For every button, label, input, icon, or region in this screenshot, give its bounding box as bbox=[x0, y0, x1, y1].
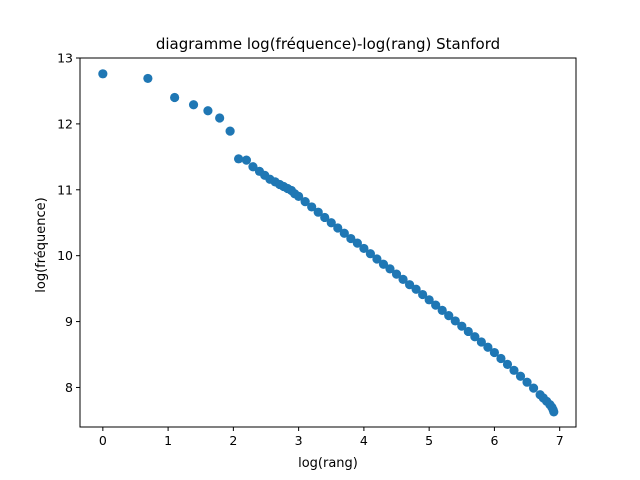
x-tick-label: 2 bbox=[229, 433, 237, 448]
y-tick-label: 12 bbox=[57, 116, 73, 131]
data-point bbox=[98, 69, 108, 79]
data-point bbox=[463, 326, 473, 337]
data-point bbox=[326, 218, 336, 228]
y-axis: 8 9 10 11 12 13 bbox=[57, 51, 80, 395]
data-point bbox=[457, 321, 467, 331]
data-point bbox=[365, 249, 376, 259]
data-point bbox=[549, 407, 559, 417]
data-point bbox=[313, 207, 323, 217]
x-axis: 0 1 2 3 4 5 6 7 bbox=[99, 427, 564, 448]
data-point bbox=[241, 155, 252, 165]
x-axis-label: log(rang) bbox=[298, 456, 358, 471]
data-point bbox=[300, 197, 310, 207]
plot-frame bbox=[79, 57, 577, 428]
data-point bbox=[378, 259, 389, 269]
x-tick-label: 7 bbox=[556, 433, 564, 448]
data-point bbox=[294, 191, 304, 201]
data-point bbox=[528, 383, 539, 393]
data-point bbox=[496, 353, 506, 364]
x-tick-label: 6 bbox=[490, 433, 498, 448]
data-point bbox=[418, 289, 428, 300]
data-point bbox=[339, 228, 349, 238]
data-point bbox=[411, 284, 421, 294]
data-point bbox=[143, 73, 153, 84]
data-point bbox=[391, 269, 402, 279]
data-point bbox=[515, 371, 526, 381]
x-tick-label: 1 bbox=[164, 433, 172, 448]
data-point bbox=[215, 113, 225, 123]
data-point bbox=[450, 316, 460, 326]
x-tick-label: 3 bbox=[295, 433, 303, 448]
data-point bbox=[307, 202, 317, 212]
data-point bbox=[489, 347, 500, 358]
data-point bbox=[509, 365, 519, 375]
data-point bbox=[398, 274, 408, 284]
data-point bbox=[333, 223, 343, 233]
data-point bbox=[483, 342, 493, 352]
data-point bbox=[437, 305, 447, 315]
data-point bbox=[385, 264, 395, 274]
y-axis-label: log(fréquence) bbox=[34, 197, 49, 292]
data-point bbox=[470, 332, 480, 342]
data-point bbox=[233, 154, 244, 164]
data-point bbox=[170, 92, 180, 103]
data-point bbox=[522, 377, 532, 387]
y-tick-label: 13 bbox=[57, 51, 73, 66]
data-point bbox=[424, 295, 434, 305]
x-tick-label: 4 bbox=[360, 433, 368, 448]
data-point bbox=[248, 162, 258, 172]
data-point bbox=[320, 212, 330, 223]
plot-background bbox=[80, 58, 576, 427]
data-point bbox=[188, 100, 199, 110]
data-point bbox=[444, 311, 454, 321]
y-tick-label: 9 bbox=[65, 314, 73, 329]
y-tick-label: 11 bbox=[57, 182, 73, 197]
y-tick-label: 10 bbox=[57, 248, 73, 263]
data-point bbox=[346, 233, 356, 244]
x-tick-label: 0 bbox=[99, 433, 107, 448]
data-point bbox=[203, 106, 213, 116]
chart-title: diagramme log(fréquence)-log(rang) Stanf… bbox=[156, 35, 500, 53]
data-points bbox=[98, 69, 559, 417]
x-tick-label: 5 bbox=[425, 433, 433, 448]
data-point bbox=[372, 254, 382, 264]
data-point bbox=[476, 337, 486, 347]
data-point bbox=[359, 243, 369, 254]
y-tick-label: 8 bbox=[65, 380, 73, 395]
data-point bbox=[225, 126, 235, 136]
data-point bbox=[352, 238, 362, 248]
data-point bbox=[431, 300, 441, 310]
data-point bbox=[502, 359, 513, 370]
data-point bbox=[404, 280, 415, 290]
